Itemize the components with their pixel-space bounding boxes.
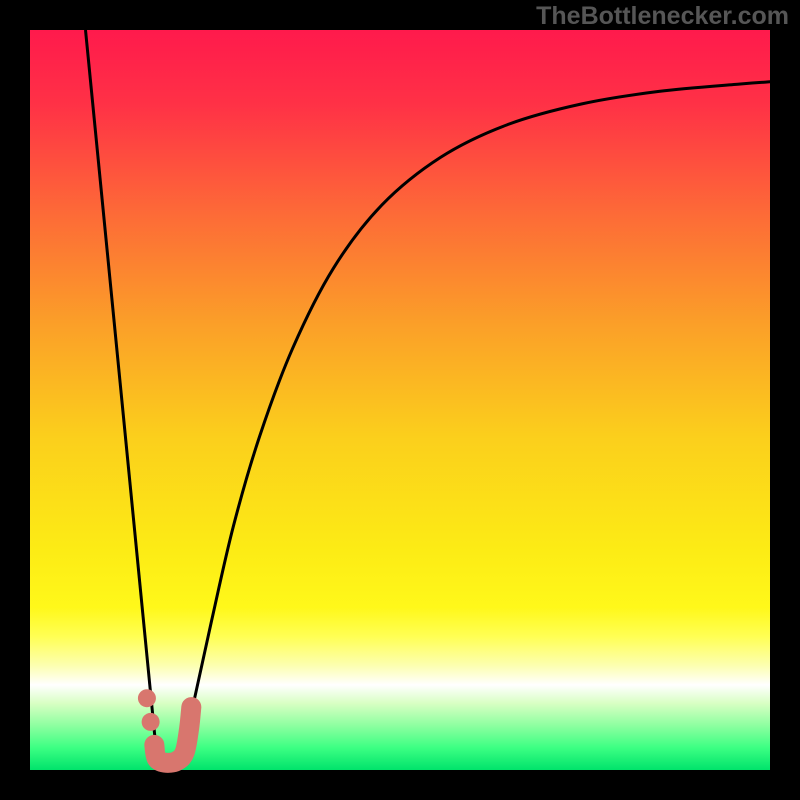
plot-svg (0, 0, 800, 800)
pink-dot-icon (142, 713, 160, 731)
watermark-text: TheBottlenecker.com (536, 2, 789, 31)
pink-dot-icon (138, 689, 156, 707)
gradient-rect (30, 30, 770, 770)
figure-root: TheBottlenecker.com (0, 0, 800, 800)
plot-group (30, 30, 770, 770)
